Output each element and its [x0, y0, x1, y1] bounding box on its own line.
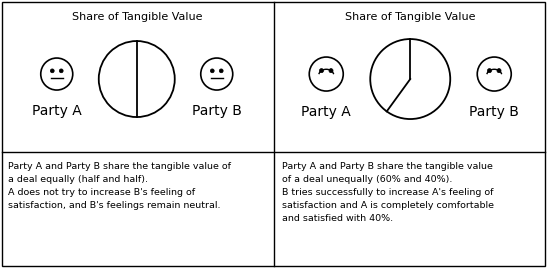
Circle shape — [211, 69, 214, 73]
Text: Share of Tangible Value: Share of Tangible Value — [345, 12, 475, 22]
Circle shape — [329, 69, 333, 73]
Circle shape — [497, 69, 501, 73]
Text: a deal equally (half and half).: a deal equally (half and half). — [8, 175, 148, 184]
Circle shape — [50, 69, 54, 73]
Text: Party A and Party B share the tangible value of: Party A and Party B share the tangible v… — [8, 162, 231, 171]
Text: of a deal unequally (60% and 40%).: of a deal unequally (60% and 40%). — [282, 175, 452, 184]
Text: and satisfied with 40%.: and satisfied with 40%. — [282, 214, 393, 223]
Text: A does not try to increase B's feeling of: A does not try to increase B's feeling o… — [8, 188, 195, 197]
Text: satisfaction, and B's feelings remain neutral.: satisfaction, and B's feelings remain ne… — [8, 201, 220, 210]
Text: Party A: Party A — [301, 105, 351, 119]
Circle shape — [59, 69, 63, 73]
Circle shape — [99, 41, 174, 117]
Circle shape — [201, 58, 233, 90]
Text: B tries successfully to increase A's feeling of: B tries successfully to increase A's fee… — [282, 188, 493, 197]
Circle shape — [319, 69, 323, 73]
Text: Party B: Party B — [469, 105, 519, 119]
Text: Party A and Party B share the tangible value: Party A and Party B share the tangible v… — [282, 162, 492, 171]
Text: Party B: Party B — [192, 104, 242, 118]
Text: Share of Tangible Value: Share of Tangible Value — [72, 12, 202, 22]
Circle shape — [370, 39, 450, 119]
Circle shape — [477, 57, 511, 91]
Circle shape — [487, 69, 492, 73]
Circle shape — [309, 57, 344, 91]
Circle shape — [219, 69, 223, 73]
Circle shape — [40, 58, 73, 90]
Text: satisfaction and A is completely comfortable: satisfaction and A is completely comfort… — [282, 201, 493, 210]
Text: Party A: Party A — [32, 104, 82, 118]
